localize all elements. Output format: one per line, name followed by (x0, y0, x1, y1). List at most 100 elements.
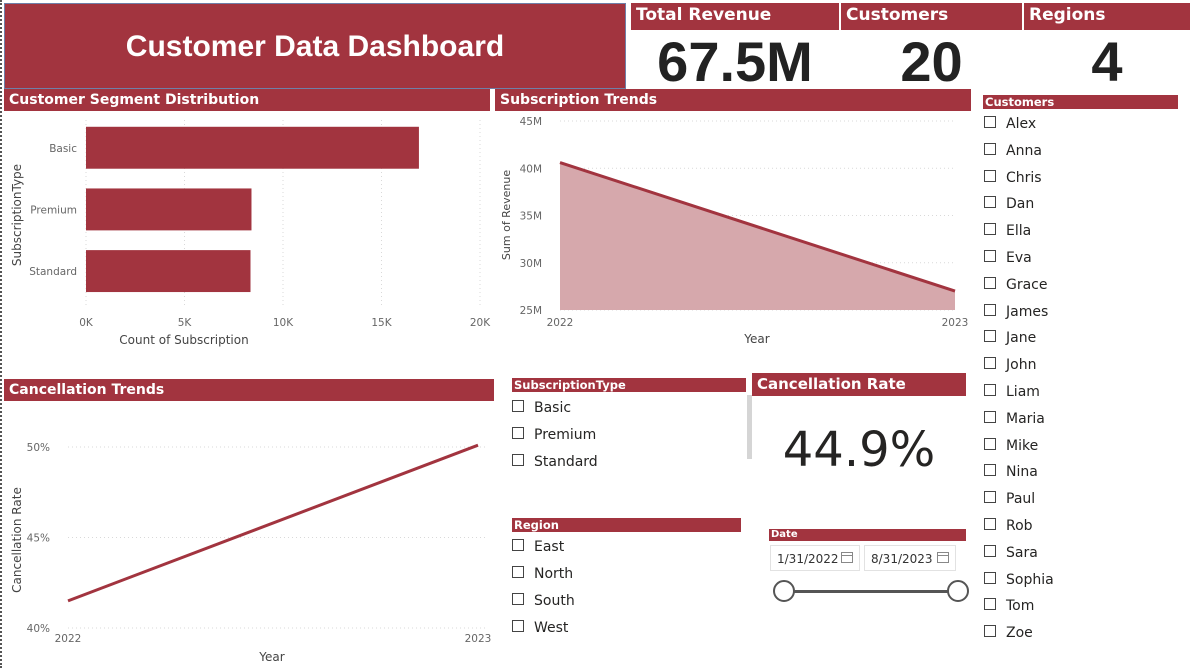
y-tick-label: 30M (520, 258, 542, 270)
checkbox[interactable] (512, 427, 524, 439)
checkbox[interactable] (984, 598, 996, 611)
customer-option[interactable]: Jane (984, 328, 1134, 348)
kpi-total-revenue-value: 67.5M (657, 30, 813, 93)
y-tick-label: 45% (27, 533, 50, 545)
checkbox[interactable] (984, 169, 996, 182)
subscription-option[interactable]: Basic (512, 398, 662, 418)
date-range-track (784, 590, 958, 593)
region-option[interactable]: West (512, 618, 662, 638)
customer-option-label: Grace (1006, 276, 1048, 293)
customer-option-label: Eva (1006, 250, 1032, 266)
checkbox[interactable] (984, 491, 996, 504)
date-start-value: 1/31/2022 (777, 552, 839, 566)
region-option[interactable]: South (512, 591, 662, 611)
customer-option[interactable]: Grace (984, 275, 1134, 295)
calendar-icon[interactable] (937, 552, 949, 563)
kpi-regions-label: Regions (1024, 3, 1190, 30)
checkbox[interactable] (984, 116, 996, 128)
subscription-area-chart: 45M 40M 35M 30M 25M 2022 2023 Year Sum of Reve… (500, 116, 968, 346)
date-range-start-handle[interactable] (773, 580, 795, 602)
revenue-ylabel: Sum of Revenue (500, 170, 513, 260)
checkbox[interactable] (512, 539, 524, 551)
subscription-option[interactable]: Premium (512, 425, 662, 445)
y-tick-label: 45M (520, 116, 542, 128)
bar[interactable] (86, 188, 252, 231)
subscription-option[interactable]: Standard (512, 452, 662, 472)
customers-slicer-header: Customers (983, 95, 1178, 109)
customer-option[interactable]: James (984, 302, 1134, 322)
segment-bar-chart: 0K 5K 10K 15K 20K Basic Premium Standard Count … (10, 120, 491, 347)
region-option[interactable]: North (512, 564, 662, 584)
customer-option-label: James (1006, 303, 1049, 320)
customer-option-label: Liam (1006, 384, 1040, 400)
checkbox[interactable] (984, 518, 996, 530)
checkbox[interactable] (512, 593, 524, 605)
cancellation-line-chart: 50% 45% 40% 2022 2023 Year Cancellation Rate (10, 442, 491, 664)
bar[interactable] (86, 126, 419, 169)
x-tick-label: 0K (79, 317, 94, 329)
customer-option[interactable]: Eva (984, 248, 1134, 268)
checkbox[interactable] (984, 303, 996, 316)
checkbox[interactable] (512, 400, 524, 412)
title-banner: Customer Data Dashboard (4, 3, 626, 89)
checkbox[interactable] (984, 625, 996, 638)
customer-option-label: Jane (1006, 330, 1037, 347)
checkbox[interactable] (984, 464, 996, 477)
checkbox[interactable] (984, 410, 996, 423)
customer-option-label: Alex (1006, 116, 1037, 132)
customer-option[interactable]: Maria (984, 409, 1134, 429)
customer-option-label: Nina (1006, 464, 1038, 481)
checkbox[interactable] (984, 250, 996, 262)
area-fill (560, 162, 955, 310)
customer-option[interactable]: Dan (984, 194, 1134, 214)
date-range-end-handle[interactable] (947, 580, 969, 602)
customer-option[interactable]: Zoe (984, 623, 1134, 643)
date-start-input[interactable]: 1/31/2022 (770, 545, 860, 571)
customer-option[interactable]: Rob (984, 516, 1134, 536)
customer-option[interactable]: Liam (984, 382, 1134, 402)
customer-option[interactable]: Mike (984, 436, 1134, 456)
checkbox[interactable] (984, 142, 996, 155)
cancellation-xlabel: Year (258, 650, 284, 664)
checkbox[interactable] (512, 566, 524, 578)
calendar-icon[interactable] (841, 552, 853, 563)
customer-option[interactable]: Anna (984, 141, 1134, 161)
revenue-xlabel: Year (743, 332, 769, 346)
page-title: Customer Data Dashboard (125, 30, 505, 63)
customer-option[interactable]: Alex (984, 114, 1134, 134)
customer-option[interactable]: Paul (984, 489, 1134, 509)
checkbox[interactable] (984, 196, 996, 209)
customer-option[interactable]: Nina (984, 462, 1134, 482)
segment-ylabel: SubscriptionType (10, 164, 24, 266)
customer-option[interactable]: Sara (984, 543, 1134, 563)
customer-option[interactable]: John (984, 355, 1134, 375)
customer-option-label: Zoe (1006, 625, 1033, 642)
checkbox[interactable] (984, 384, 996, 396)
customer-option-label: Dan (1006, 196, 1035, 213)
checkbox[interactable] (512, 454, 524, 466)
customer-option[interactable]: Chris (984, 168, 1134, 188)
x-tick-label: 5K (178, 317, 193, 329)
subscription-slicer-scrollbar[interactable] (747, 395, 752, 459)
cancellation-line[interactable] (67, 443, 479, 603)
checkbox[interactable] (984, 437, 996, 450)
subscription-trends-header: Subscription Trends (495, 89, 971, 111)
checkbox[interactable] (984, 544, 996, 557)
date-end-input[interactable]: 8/31/2023 (864, 545, 956, 571)
customer-option-label: Anna (1006, 142, 1042, 159)
revenue-line[interactable] (559, 161, 956, 293)
cancellation-rate-header: Cancellation Rate (752, 373, 966, 396)
checkbox[interactable] (512, 620, 524, 632)
region-option[interactable]: East (512, 537, 662, 557)
checkbox[interactable] (984, 330, 996, 343)
date-slicer-header: Date (769, 529, 966, 541)
bar[interactable] (86, 250, 251, 293)
customer-option[interactable]: Tom (984, 596, 1134, 616)
checkbox[interactable] (984, 223, 996, 236)
checkbox[interactable] (984, 357, 996, 370)
y-tick-label: Basic (49, 143, 77, 155)
customer-option[interactable]: Ella (984, 221, 1134, 241)
checkbox[interactable] (984, 571, 996, 584)
checkbox[interactable] (984, 276, 996, 289)
customer-option[interactable]: Sophia (984, 570, 1134, 590)
